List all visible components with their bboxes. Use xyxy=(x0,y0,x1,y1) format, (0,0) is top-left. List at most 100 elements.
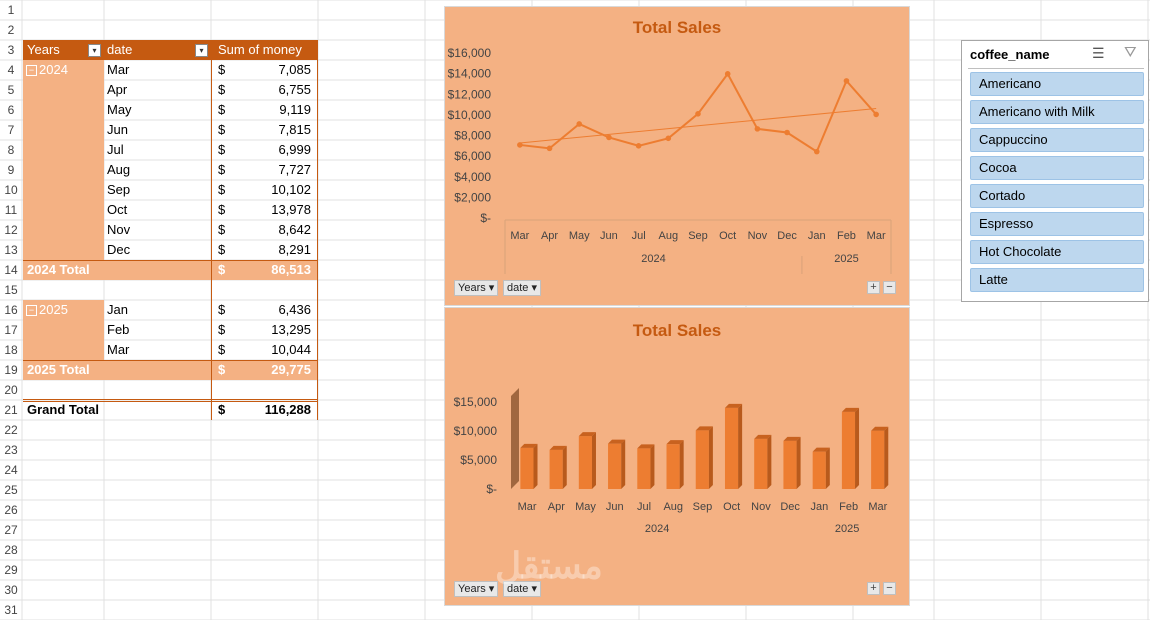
row-number[interactable]: 7 xyxy=(7,123,15,137)
x-tick-label: Mar xyxy=(867,230,886,242)
clear-filter-icon[interactable]: ⛛ xyxy=(1124,44,1137,61)
bar-chart-title: Total Sales xyxy=(632,321,722,340)
date-filter-icon[interactable]: ▾ xyxy=(195,44,208,57)
years-filter-icon[interactable]: ▾ xyxy=(88,44,101,57)
currency-cell: $ xyxy=(218,82,226,97)
currency-cell: $ xyxy=(218,242,226,257)
y-tick-label: $6,000 xyxy=(454,149,491,163)
row-number[interactable]: 29 xyxy=(4,563,18,577)
bar-top xyxy=(578,432,596,437)
years-field-button[interactable]: Years ▾ xyxy=(454,280,499,296)
row-number[interactable]: 21 xyxy=(4,403,18,417)
bar-chart[interactable]: Total Sales $- $5,000 $10,000 $15,000 Mar Apr… xyxy=(444,307,910,606)
row-number[interactable]: 16 xyxy=(4,303,18,317)
expand-field-button[interactable]: + xyxy=(867,582,880,595)
bar-side xyxy=(738,403,743,489)
line-chart[interactable]: Total Sales $- $2,000 $4,000 $6,000 $8,000 $1… xyxy=(444,6,910,306)
years-field-button[interactable]: Years ▾ xyxy=(454,581,499,597)
row-number[interactable]: 18 xyxy=(4,343,18,357)
multi-select-icon[interactable]: ☰ xyxy=(1092,45,1105,61)
row-number[interactable]: 31 xyxy=(4,603,18,617)
x-tick-label: Aug xyxy=(659,230,679,242)
bar-top xyxy=(783,436,801,441)
line-point xyxy=(695,111,701,117)
row-number[interactable]: 26 xyxy=(4,503,18,517)
bar-top xyxy=(549,445,567,450)
x-tick-label: Feb xyxy=(839,501,858,513)
expand-field-button[interactable]: + xyxy=(867,281,880,294)
row-number[interactable]: 8 xyxy=(7,143,15,157)
bar-top xyxy=(724,403,743,408)
value-cell: 7,085 xyxy=(278,62,311,77)
row-number[interactable]: 14 xyxy=(4,263,18,277)
row-number[interactable]: 11 xyxy=(4,203,18,217)
value-cell: 8,642 xyxy=(278,222,311,237)
row-number[interactable]: 24 xyxy=(4,463,18,477)
slicer-item[interactable]: Latte xyxy=(970,268,1144,292)
bar-side xyxy=(562,445,567,489)
row-number[interactable]: 3 xyxy=(7,43,15,57)
slicer-item[interactable]: Americano with Milk xyxy=(970,100,1144,124)
coffee-name-slicer[interactable]: coffee_name ☰ ⛛ Americano Americano with … xyxy=(961,40,1149,302)
collapse-field-button[interactable]: − xyxy=(883,582,896,595)
bar-top xyxy=(871,426,889,431)
date-field-button[interactable]: date ▾ xyxy=(503,280,542,296)
grand-total-border xyxy=(23,399,318,402)
year-text: 2025 xyxy=(39,302,68,317)
slicer-item[interactable]: Cappuccino xyxy=(970,128,1144,152)
row-number[interactable]: 28 xyxy=(4,543,18,557)
bar-side xyxy=(533,443,538,489)
year-label[interactable]: −2025 xyxy=(26,300,68,320)
x-tick-label: Dec xyxy=(777,230,797,242)
bar-top xyxy=(637,444,655,449)
row-number[interactable]: 5 xyxy=(7,83,15,97)
row-number[interactable]: 23 xyxy=(4,443,18,457)
line-point xyxy=(576,121,583,127)
row-number[interactable]: 19 xyxy=(4,363,18,377)
row-number[interactable]: 4 xyxy=(7,63,15,77)
y-tick-label: $- xyxy=(480,211,491,225)
grand-total-value: 116,288 xyxy=(264,402,311,417)
currency-cell: $ xyxy=(218,122,226,137)
total-row xyxy=(23,360,318,380)
date-field-button[interactable]: date ▾ xyxy=(503,581,542,597)
row-number[interactable]: 2 xyxy=(7,23,15,37)
x-tick-label: Jan xyxy=(811,501,829,513)
row-number[interactable]: 30 xyxy=(4,583,18,597)
row-number[interactable]: 10 xyxy=(4,183,18,197)
row-number[interactable]: 9 xyxy=(7,163,15,177)
slicer-divider xyxy=(968,68,1144,69)
row-number[interactable]: 17 xyxy=(4,323,18,337)
collapse-field-button[interactable]: − xyxy=(883,281,896,294)
chart-wall xyxy=(511,388,519,489)
chevron-down-icon: ▾ xyxy=(488,282,495,294)
collapse-icon[interactable]: − xyxy=(26,65,37,77)
bar xyxy=(812,451,826,489)
row-number[interactable]: 6 xyxy=(7,103,15,117)
bar xyxy=(724,407,739,489)
slicer-item[interactable]: Americano xyxy=(970,72,1144,96)
row-number[interactable]: 15 xyxy=(4,283,18,297)
bar xyxy=(666,444,680,489)
year-label[interactable]: −2024 xyxy=(26,60,68,80)
total-label: 2024 Total xyxy=(27,262,90,277)
row-number[interactable]: 27 xyxy=(4,523,18,537)
slicer-item[interactable]: Cocoa xyxy=(970,156,1144,180)
collapse-icon[interactable]: − xyxy=(26,305,37,317)
bar-side xyxy=(855,407,860,489)
row-number[interactable]: 1 xyxy=(7,3,15,17)
bar xyxy=(608,443,622,489)
row-number[interactable]: 22 xyxy=(4,423,18,437)
x-tick-label: Jun xyxy=(606,501,624,513)
slicer-item[interactable]: Hot Chocolate xyxy=(970,240,1144,264)
month-cell: Jul xyxy=(107,142,124,157)
slicer-item[interactable]: Espresso xyxy=(970,212,1144,236)
y-tick-label: $2,000 xyxy=(454,190,491,204)
slicer-item[interactable]: Cortado xyxy=(970,184,1144,208)
row-number[interactable]: 20 xyxy=(4,383,18,397)
row-number[interactable]: 12 xyxy=(4,223,18,237)
x-tick-label: Jan xyxy=(808,230,826,242)
row-number[interactable]: 13 xyxy=(4,243,18,257)
month-cell: Jan xyxy=(107,302,128,317)
row-number[interactable]: 25 xyxy=(4,483,18,497)
